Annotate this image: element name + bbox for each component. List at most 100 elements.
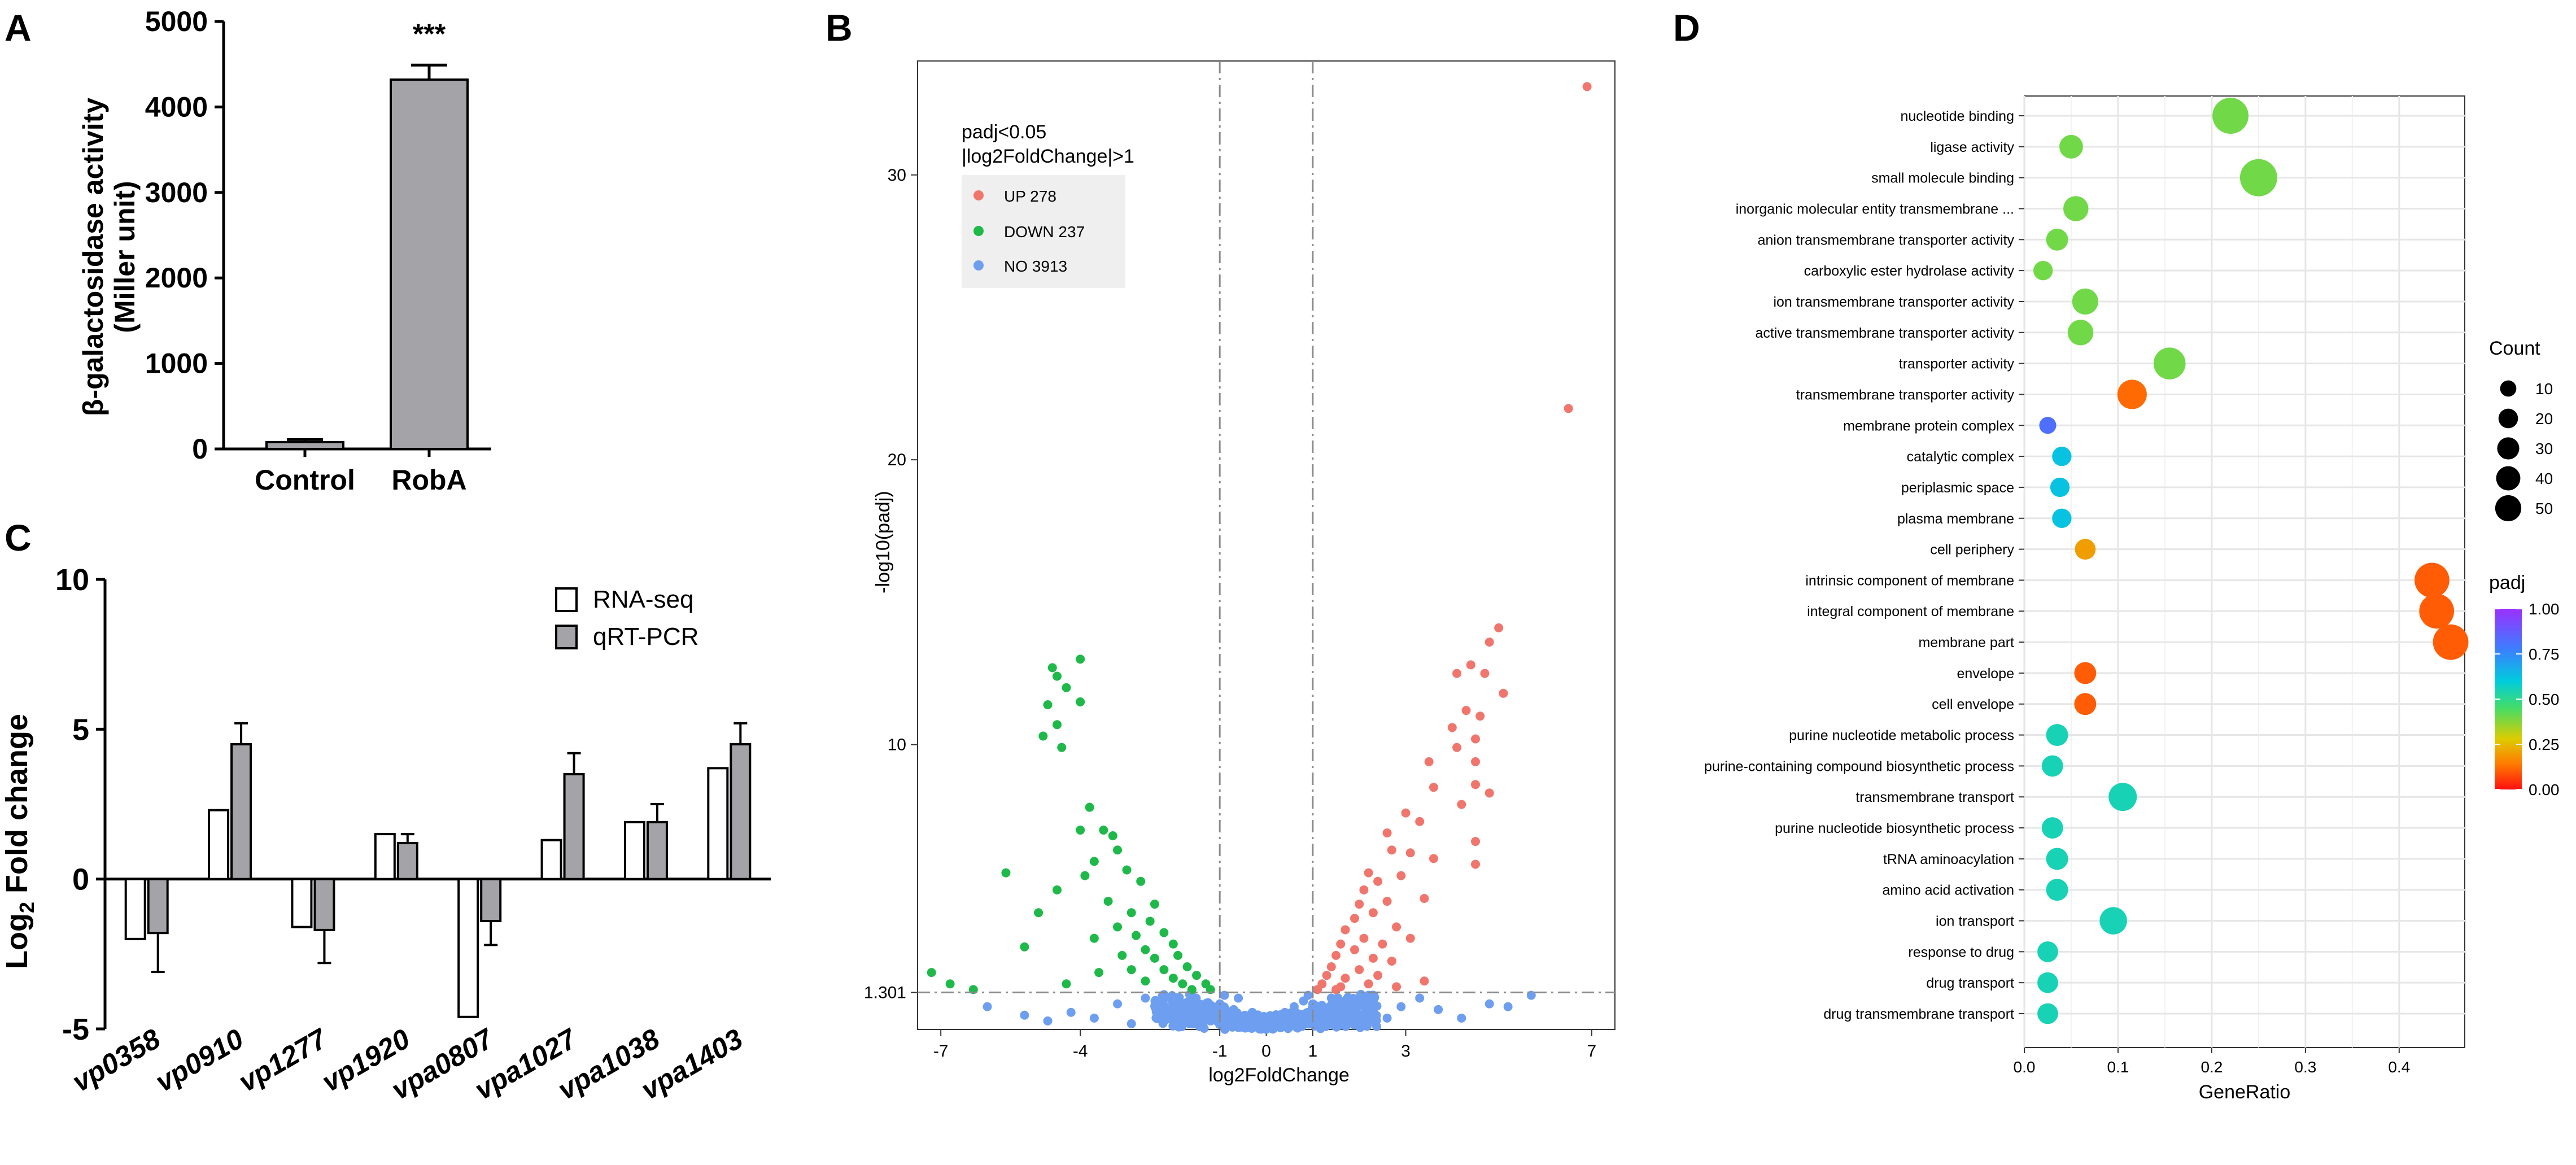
volcano-point-down: [927, 968, 936, 978]
panel-c-y-tick-label: 10: [55, 563, 89, 597]
volcano-point-down: [1127, 965, 1136, 975]
volcano-point-down: [1076, 655, 1085, 664]
volcano-point-no: [1187, 996, 1197, 1006]
panel-d-term-point: [2037, 1003, 2058, 1024]
volcano-point-up: [1494, 623, 1504, 632]
volcano-point-no: [1238, 1013, 1248, 1023]
volcano-point-no: [1247, 1007, 1257, 1017]
volcano-point-up: [1452, 743, 1462, 752]
volcano-point-up: [1457, 800, 1466, 809]
volcano-point-up: [1364, 979, 1373, 989]
volcano-point-up: [1355, 965, 1364, 975]
volcano-point-no: [1485, 999, 1494, 1009]
panel-c-bar-qrt-pcr: [230, 743, 252, 880]
panel-b-threshold-lines: [918, 61, 1615, 1029]
panel-c-bar-rna-seq: [707, 767, 729, 880]
volcano-point-down: [1136, 876, 1146, 886]
count-legend-label: 40: [2535, 470, 2553, 487]
panel-d-term-label: purine nucleotide biosynthetic process: [1775, 821, 2014, 836]
volcano-point-down: [1192, 971, 1201, 980]
volcano-point-down: [1117, 950, 1127, 960]
panel-d-count-legend: Count 10 20 30 40 50: [2489, 338, 2553, 522]
panel-d-term-point: [2075, 539, 2096, 560]
panel-c-bar-rna-seq: [540, 839, 562, 880]
panel-b-x-tick-label: -1: [1212, 1042, 1228, 1061]
panel-b-y-axis-label: -log10(padj): [872, 491, 894, 593]
panel-d-term-point: [2037, 941, 2058, 962]
panel-d-term-point: [2072, 288, 2098, 315]
panel-d-term-label: periplasmic space: [1901, 480, 2014, 496]
panel-c-bar-rna-seq: [208, 809, 230, 880]
panel-c-bar-rna-seq: [623, 821, 645, 880]
volcano-point-no: [1178, 1013, 1187, 1023]
count-legend-label: 50: [2535, 500, 2553, 517]
panel-b-y-tick-label: 1.301: [864, 983, 906, 1002]
volcano-point-no: [1175, 993, 1184, 1002]
count-legend-title: Count: [2489, 338, 2540, 359]
panel-c-bar-qrt-pcr: [147, 878, 169, 935]
count-legend-dot: [2497, 437, 2520, 460]
panel-c-legend: RNA-seq qRT-PCR: [555, 586, 698, 651]
volcano-point-down: [1108, 831, 1117, 840]
panel-d-term-label: nucleotide binding: [1900, 108, 2014, 124]
panel-c-bar-rna-seq: [291, 878, 313, 928]
legend-dot-no: [973, 260, 984, 270]
panel-d-term-label: amino acid activation: [1883, 883, 2014, 898]
volcano-point-down: [1020, 942, 1029, 952]
volcano-point-down: [1089, 857, 1099, 866]
volcano-point-no: [1296, 1021, 1306, 1031]
panel-b-x-tick-label: 0: [1261, 1042, 1271, 1061]
panel-c-bar-rna-seq: [457, 878, 479, 1018]
volcano-point-down: [1053, 885, 1062, 895]
volcano-point-up: [1499, 688, 1508, 698]
volcano-point-no: [1289, 1002, 1299, 1011]
volcano-point-no: [1179, 1002, 1189, 1011]
volcano-point-no: [1345, 996, 1355, 1006]
padj-legend-label: 0.50: [2529, 691, 2560, 708]
legend-dot-up: [973, 190, 984, 200]
volcano-point-no: [1415, 993, 1425, 1003]
count-legend-label: 20: [2535, 410, 2553, 427]
panel-a-x-tick-label: RobA: [391, 464, 466, 496]
panel-d-term-label: purine-containing compound biosynthetic …: [1704, 758, 2014, 774]
panel-a-y-tick-label: 1000: [145, 348, 208, 379]
volcano-point-no: [1303, 1013, 1313, 1023]
volcano-point-no: [1206, 1016, 1215, 1026]
volcano-point-up: [1480, 669, 1490, 678]
volcano-point-up: [1350, 914, 1359, 923]
volcano-point-up: [1424, 757, 1434, 766]
volcano-point-down: [1159, 965, 1169, 975]
legend-dot-down: [973, 226, 984, 236]
panel-d-term-point: [2037, 972, 2058, 993]
volcano-point-down: [1053, 671, 1062, 681]
volcano-point-up: [1471, 734, 1480, 744]
panel-d-x-axis-label: GeneRatio: [2199, 1081, 2291, 1103]
panel-d-term-point: [2415, 562, 2450, 598]
volcano-point-up: [1350, 945, 1359, 954]
volcano-point-no: [1285, 1016, 1294, 1026]
panel-b-x-tick-label: -4: [1073, 1042, 1088, 1061]
count-legend-dot: [2500, 380, 2517, 397]
volcano-point-up: [1387, 845, 1396, 855]
panel-c-y-axis-label: Log2 Fold change: [0, 714, 38, 969]
volcano-point-down: [1131, 931, 1141, 940]
legend-swatch-qrt-pcr: [555, 625, 578, 649]
volcano-point-no: [1191, 1010, 1200, 1020]
count-legend-dot: [2496, 466, 2521, 491]
panel-d-term-label: response to drug: [1908, 944, 2014, 960]
panel-c-bar-qrt-pcr: [396, 841, 418, 880]
volcano-point-down: [945, 979, 955, 989]
volcano-point-up: [1485, 788, 1494, 798]
panel-d-term-label: ligase activity: [1930, 139, 2014, 155]
volcano-point-no: [1224, 1019, 1234, 1028]
panel-d-term-label: carboxylic ester hydrolase activity: [1804, 263, 2015, 279]
panel-d-x-tick-label: 0.3: [2294, 1058, 2316, 1076]
legend-title-fc: |log2FoldChange|>1: [962, 146, 1134, 167]
volcano-point-no: [1434, 1005, 1443, 1014]
panel-d-x-tick-label: 0.0: [2014, 1058, 2036, 1076]
volcano-point-up: [1452, 669, 1462, 678]
volcano-point-down: [1173, 950, 1183, 960]
panel-d-term-point: [2067, 320, 2094, 346]
volcano-point-no: [1089, 1013, 1099, 1023]
panel-b-y-tick-label: 20: [888, 451, 906, 469]
